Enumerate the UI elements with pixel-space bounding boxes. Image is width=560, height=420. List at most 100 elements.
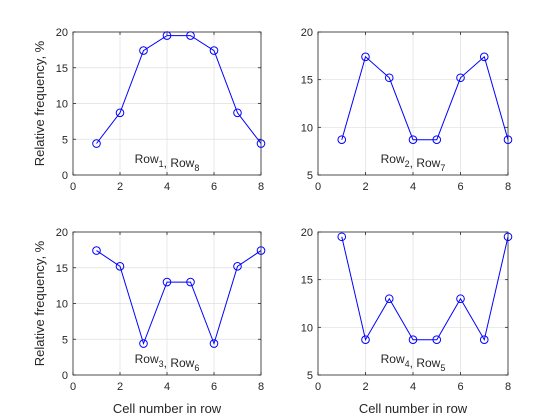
data-point [456,73,465,83]
x-tick-label: 0 [70,381,76,393]
row-annotation: Row3, Row6 [135,352,200,373]
annotation-separator: , [164,356,171,370]
data-point [92,139,101,148]
x-tick-label: 6 [457,181,463,193]
y-tick-label: 20 [301,27,313,39]
annotation-separator: , [164,156,171,170]
y-tick-label: 20 [56,227,68,239]
data-point [92,246,101,255]
x-tick-label: 0 [315,381,321,393]
x-tick-label: 0 [315,181,321,193]
annotation-subscript: 2 [405,159,410,169]
y-tick-label: 0 [62,370,68,382]
data-point [503,232,513,242]
y-tick-label: 15 [301,275,313,287]
annotation-row: Row [381,152,405,166]
x-tick-label: 4 [410,381,416,393]
data-point [503,135,513,145]
annotation-separator: , [410,356,417,370]
series-line-1 [341,55,509,141]
y-tick-label: 20 [301,227,313,239]
x-tick-label: 8 [505,381,511,393]
y-tick-label: 10 [56,299,68,311]
y-tick-label: 0 [62,170,68,182]
data-point [456,294,465,304]
data-point [256,139,266,148]
y-tick-label: 15 [56,263,68,275]
row-annotation: Row1, Row8 [135,152,200,173]
y-tick-label: 5 [62,334,68,346]
data-point [361,52,370,62]
annotation-subscript: 4 [405,359,410,369]
y-axis-label: Relative frequency, % [32,240,47,366]
x-axis-label: Cell number in row [359,401,468,416]
data-point [162,31,172,40]
annotation-row: Row [170,356,194,370]
x-tick-label: 2 [117,381,123,393]
data-point [209,46,219,55]
x-tick-label: 4 [164,381,170,393]
data-point [115,108,125,118]
annotation-row: Row [381,352,405,366]
annotation-row: Row [416,356,440,370]
data-point [432,135,442,145]
x-tick-label: 8 [258,381,264,393]
y-tick-label: 10 [301,122,313,134]
annotation-subscript: 6 [194,363,199,373]
series-line-1 [341,236,509,342]
x-tick-label: 2 [362,381,368,393]
y-tick-label: 15 [56,63,68,75]
y-tick-label: 5 [307,370,313,382]
y-tick-label: 10 [301,322,313,334]
x-tick-label: 2 [362,181,368,193]
data-point [479,52,489,62]
data-point [432,335,442,345]
data-point [337,232,347,242]
x-tick-label: 8 [258,181,264,193]
data-point [256,246,266,255]
annotation-subscript: 8 [194,163,199,173]
data-point [479,335,489,345]
annotation-separator: , [410,156,417,170]
data-point [139,46,148,55]
annotation-row: Row [416,156,440,170]
x-axis-label: Cell number in row [113,401,222,416]
data-point [361,335,370,345]
x-tick-label: 6 [211,381,217,393]
annotation-row: Row [135,152,159,166]
series-line-1 [96,250,262,346]
data-point [384,73,394,83]
annotation-subscript: 1 [159,159,164,169]
y-tick-label: 20 [56,27,68,39]
annotation-row: Row [170,156,194,170]
data-point [186,31,195,40]
x-tick-label: 6 [211,181,217,193]
x-tick-label: 2 [117,181,123,193]
y-tick-label: 5 [307,170,313,182]
data-point [233,262,242,271]
data-point [233,108,242,118]
annotation-row: Row [135,352,159,366]
data-point [162,277,172,287]
data-point [337,135,347,145]
data-point [209,339,219,348]
series-line-1 [96,35,262,144]
data-point [384,294,394,304]
x-tick-label: 8 [505,181,511,193]
annotation-subscript: 5 [440,363,445,373]
y-tick-label: 15 [301,75,313,87]
data-point [186,277,195,287]
x-tick-label: 0 [70,181,76,193]
data-point [139,339,148,348]
annotation-subscript: 3 [159,359,164,369]
x-tick-label: 6 [457,381,463,393]
y-tick-label: 5 [62,134,68,146]
data-point [115,262,125,271]
row-annotation: Row4, Row5 [381,352,446,373]
y-tick-label: 10 [56,99,68,111]
